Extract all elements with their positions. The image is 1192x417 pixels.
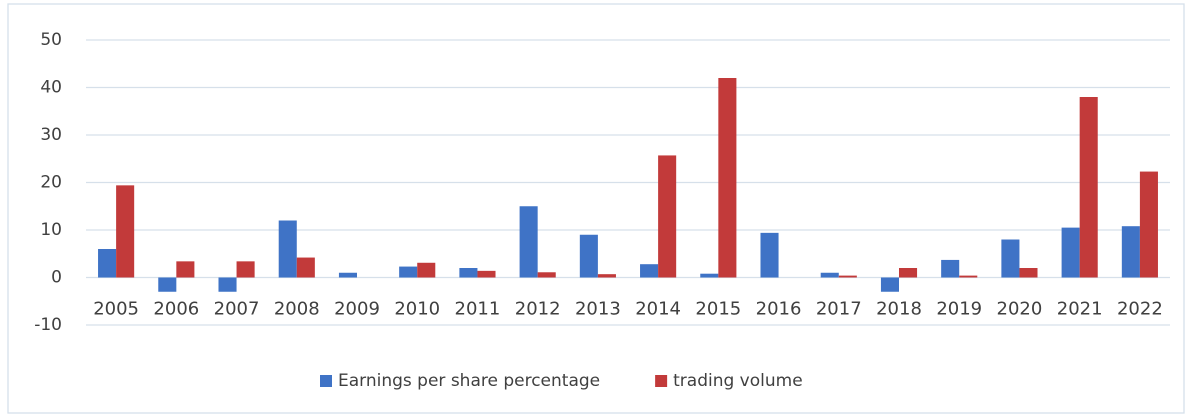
bar [760, 232, 779, 278]
bar [176, 261, 195, 278]
x-tick-label: 2005 [93, 299, 139, 320]
bar [236, 261, 255, 278]
x-tick-label: 2017 [816, 299, 862, 320]
bar [1079, 97, 1098, 278]
bar [597, 274, 616, 278]
bar [477, 270, 496, 278]
bar [820, 272, 839, 278]
bar [98, 249, 117, 278]
bar [959, 275, 978, 278]
y-tick-label: 50 [40, 30, 62, 50]
x-tick-label: 2008 [274, 299, 320, 320]
bar [941, 259, 960, 278]
x-tick-label: 2022 [1117, 299, 1163, 320]
bar [1121, 226, 1140, 278]
bar [296, 257, 315, 278]
chart-frame [7, 3, 1185, 414]
bar [116, 185, 135, 278]
bar [579, 234, 598, 278]
bar [338, 272, 357, 278]
x-tick-label: 2009 [334, 299, 380, 320]
legend-swatch [655, 375, 668, 387]
x-tick-label: 2015 [695, 299, 741, 320]
bar [278, 220, 297, 278]
bar [718, 78, 737, 278]
bar [1001, 239, 1020, 278]
y-tick-label: 10 [40, 220, 62, 240]
bar [417, 262, 436, 278]
bar [537, 272, 556, 278]
bar [838, 275, 857, 278]
x-tick-label: 2011 [455, 299, 501, 320]
bar [700, 273, 719, 278]
bar [459, 268, 478, 278]
bar [218, 277, 237, 292]
legend-label: trading volume [673, 371, 803, 391]
x-tick-label: 2007 [214, 299, 260, 320]
x-tick-label: 2018 [876, 299, 922, 320]
y-tick-label: 0 [51, 268, 62, 288]
bar [899, 268, 918, 278]
bar [158, 277, 177, 292]
y-tick-label: 40 [40, 78, 62, 98]
x-tick-label: 2019 [936, 299, 982, 320]
legend-swatch [320, 375, 332, 387]
x-tick-label: 2013 [575, 299, 621, 320]
bar [399, 266, 418, 278]
y-tick-label: 20 [40, 173, 62, 193]
bar [640, 264, 659, 278]
bar [1019, 268, 1038, 278]
x-tick-label: 2006 [153, 299, 199, 320]
x-tick-label: 2012 [515, 299, 561, 320]
legend-label: Earnings per share percentage [338, 371, 600, 391]
x-tick-label: 2010 [394, 299, 440, 320]
x-tick-label: 2016 [756, 299, 802, 320]
bar [658, 155, 677, 278]
bar [1139, 171, 1158, 278]
x-tick-label: 2021 [1057, 299, 1103, 320]
bar [519, 206, 538, 278]
bar [880, 277, 899, 292]
y-tick-label: 30 [40, 125, 62, 145]
y-tick-label: -10 [34, 315, 62, 335]
x-tick-label: 2014 [635, 299, 681, 320]
x-tick-label: 2020 [997, 299, 1043, 320]
bar [1061, 227, 1080, 278]
